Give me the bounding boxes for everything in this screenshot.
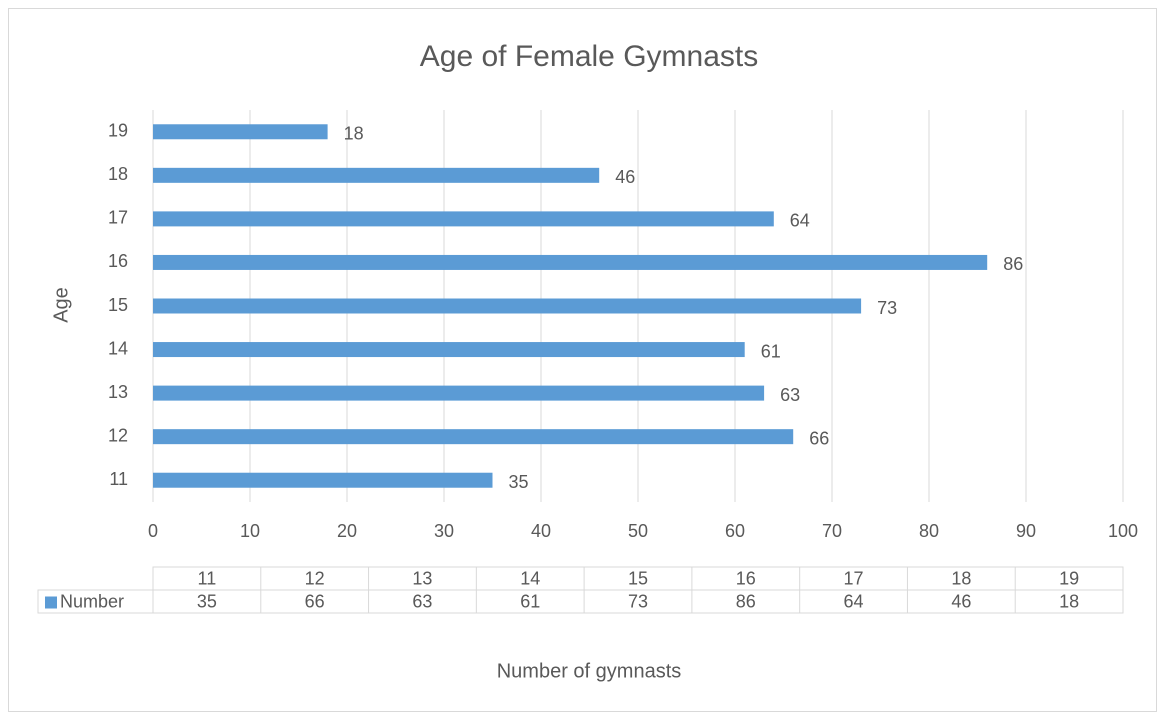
table-value: 64	[844, 591, 864, 611]
chart-title: Age of Female Gymnasts	[420, 40, 758, 73]
chart-border	[8, 8, 1157, 712]
bar	[153, 211, 774, 227]
y-tick-label: 13	[108, 382, 128, 402]
data-label: 35	[509, 472, 529, 492]
table-value: 73	[628, 591, 648, 611]
table-value: 66	[305, 591, 325, 611]
x-tick-label: 90	[1016, 521, 1036, 541]
x-tick-label: 0	[148, 521, 158, 541]
y-tick-label: 19	[108, 121, 128, 141]
data-label: 73	[877, 298, 897, 318]
data-label: 64	[790, 211, 810, 231]
bar	[153, 298, 862, 314]
data-label: 63	[780, 385, 800, 405]
table-value: 61	[520, 591, 540, 611]
bar	[153, 167, 600, 183]
bar	[153, 472, 493, 488]
table-value: 46	[951, 591, 971, 611]
table-value: 35	[197, 591, 217, 611]
data-label: 66	[809, 428, 829, 448]
legend-label: Number	[60, 591, 124, 611]
y-tick-label: 14	[108, 338, 128, 358]
x-tick-label: 70	[822, 521, 842, 541]
y-tick-label: 15	[108, 295, 128, 315]
y-tick-label: 12	[108, 425, 128, 445]
x-tick-label: 10	[240, 521, 260, 541]
x-tick-label: 60	[725, 521, 745, 541]
x-tick-label: 80	[919, 521, 939, 541]
table-value: 63	[412, 591, 432, 611]
x-tick-label: 50	[628, 521, 648, 541]
bar	[153, 385, 765, 401]
y-tick-label: 11	[109, 469, 128, 489]
data-label: 46	[615, 167, 635, 187]
bar	[153, 254, 988, 270]
table-header: 15	[628, 568, 648, 588]
x-tick-label: 20	[337, 521, 357, 541]
table-value: 18	[1059, 591, 1079, 611]
x-tick-label: 40	[531, 521, 551, 541]
table-header: 18	[951, 568, 971, 588]
bar	[153, 124, 328, 140]
table-value: 86	[736, 591, 756, 611]
x-tick-label: 100	[1108, 521, 1138, 541]
y-tick-label: 16	[108, 251, 128, 271]
bar	[153, 342, 745, 358]
table-header: 17	[844, 568, 864, 588]
x-axis-label: Number of gymnasts	[497, 660, 682, 682]
table-header: 13	[412, 568, 432, 588]
table-header: 19	[1059, 568, 1079, 588]
y-tick-label: 17	[108, 208, 128, 228]
table-header: 16	[736, 568, 756, 588]
data-label: 18	[344, 124, 364, 144]
y-axis-label: Age	[50, 287, 72, 323]
data-label: 61	[761, 341, 781, 361]
x-tick-label: 30	[434, 521, 454, 541]
table-header: 14	[520, 568, 540, 588]
data-label: 86	[1003, 254, 1023, 274]
legend-key	[45, 596, 57, 609]
bar	[153, 429, 794, 445]
y-tick-label: 18	[108, 164, 128, 184]
table-header: 12	[305, 568, 325, 588]
table-header: 11	[198, 568, 217, 588]
